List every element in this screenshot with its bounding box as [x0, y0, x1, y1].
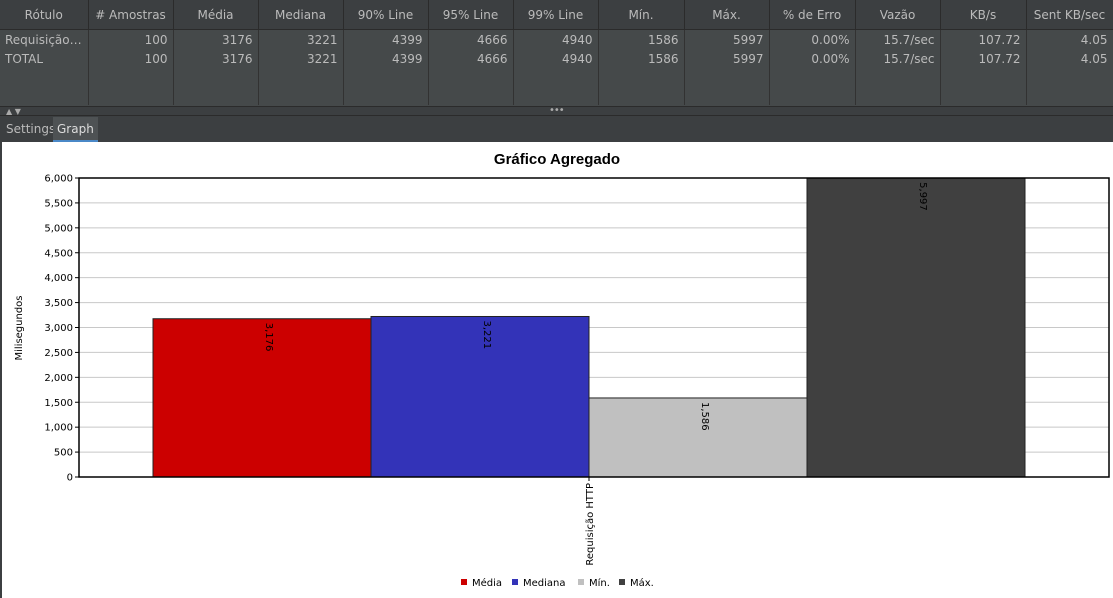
column-header[interactable]: 90% Line: [343, 0, 429, 30]
y-tick-label: 0: [67, 473, 73, 484]
table-cell: 3176: [173, 29, 259, 49]
legend-label: Mín.: [589, 577, 610, 589]
bar-1: [370, 315, 590, 478]
bar-value-label: 3,221: [481, 320, 492, 349]
tab-graph[interactable]: Graph: [53, 117, 98, 142]
table-cell: 0.00%: [769, 49, 856, 68]
empty-row: [0, 68, 1113, 105]
table-cell: 4.05: [1026, 29, 1113, 49]
table-cell: 0.00%: [769, 29, 856, 49]
plot-frame: [78, 177, 1110, 478]
legend-label: Mediana: [523, 578, 566, 589]
table-cell: 1586: [598, 49, 685, 68]
table-cell: 3176: [173, 49, 259, 68]
y-tick-label: 1,000: [44, 423, 73, 434]
empty-cell: [343, 68, 429, 105]
column-header[interactable]: Mín.: [598, 0, 685, 30]
table-cell: 1586: [598, 29, 685, 49]
y-tick-label: 5,500: [44, 198, 73, 209]
table-row[interactable]: Requisição ... 100 3176 3221 4399 4666 4940 158…: [0, 29, 1113, 49]
table-cell: 15.7/sec: [855, 49, 941, 68]
table-cell: 100: [88, 49, 174, 68]
aggregate-graph-panel: Gráfico Agregado Milisegundos 0 500 1,000 1,5…: [2, 142, 1113, 598]
y-tick-label: 3,500: [44, 298, 73, 309]
column-header[interactable]: Rótulo: [0, 0, 89, 30]
empty-cell: [428, 68, 514, 105]
empty-cell: [1026, 68, 1113, 105]
table-cell: 107.72: [940, 49, 1027, 68]
table-cell: 3221: [258, 29, 344, 49]
results-table: Rótulo # Amostras Média Mediana 90% Line 95% …: [0, 0, 1113, 105]
splitter-handle-icon[interactable]: •••: [549, 105, 565, 116]
legend-swatch: [578, 579, 584, 585]
column-header[interactable]: 95% Line: [428, 0, 514, 30]
legend-swatch: [619, 579, 625, 585]
bar-0: [152, 318, 372, 478]
y-tick-label: 500: [54, 448, 73, 459]
legend-swatch: [512, 579, 518, 585]
y-tick-label: 3,000: [44, 323, 73, 334]
tab-settings[interactable]: Settings: [6, 122, 56, 136]
y-tick-label: 5,000: [44, 223, 73, 234]
bar-value-label: 3,176: [263, 323, 274, 352]
empty-cell: [88, 68, 174, 105]
aggregate-chart: Gráfico Agregado Milisegundos 0 500 1,000 1,5…: [14, 151, 1110, 589]
table-cell: 4666: [428, 29, 514, 49]
table-cell: 4399: [343, 49, 429, 68]
y-tick-label: 4,500: [44, 248, 73, 259]
legend-label: Máx.: [630, 577, 654, 589]
column-header[interactable]: % de Erro: [769, 0, 856, 30]
tab-bar: Settings Graph: [0, 117, 1113, 142]
table-cell: 4399: [343, 29, 429, 49]
bar-value-label: 1,586: [699, 402, 710, 431]
table-cell: 4.05: [1026, 49, 1113, 68]
bar-2: [588, 397, 808, 478]
bar-3: [806, 177, 1026, 478]
table-cell: 4940: [513, 49, 599, 68]
column-header[interactable]: KB/s: [940, 0, 1027, 30]
table-header-row: Rótulo # Amostras Média Mediana 90% Line 95% …: [0, 0, 1113, 30]
table-row[interactable]: TOTAL 100 3176 3221 4399 4666 4940 1586 5997 0.00…: [0, 49, 1113, 68]
column-header[interactable]: Mediana: [258, 0, 344, 30]
bar-value-label: 5,997: [917, 182, 928, 211]
legend-label: Média: [472, 577, 502, 589]
column-header[interactable]: Sent KB/sec: [1026, 0, 1113, 30]
table-cell: 3221: [258, 49, 344, 68]
table-cell: 5997: [684, 29, 770, 49]
y-tick-label: 1,500: [44, 398, 73, 409]
table-cell: 100: [88, 29, 174, 49]
column-header[interactable]: Média: [173, 0, 259, 30]
table-cell: Requisição ...: [0, 29, 89, 49]
empty-cell: [684, 68, 770, 105]
y-tick-label: 2,000: [44, 373, 73, 384]
empty-cell: [769, 68, 856, 105]
table-cell: TOTAL: [0, 49, 89, 68]
empty-cell: [855, 68, 941, 105]
empty-cell: [940, 68, 1027, 105]
pane-splitter[interactable]: ▲ ▼ •••: [0, 106, 1113, 116]
empty-cell: [173, 68, 259, 105]
x-category-label: Requisição HTTP: [585, 483, 596, 566]
y-axis-label: Milisegundos: [14, 295, 25, 360]
collapse-arrows-icon[interactable]: ▲ ▼: [6, 107, 21, 116]
table-cell: 5997: [684, 49, 770, 68]
empty-cell: [598, 68, 685, 105]
chart-title: Gráfico Agregado: [494, 151, 620, 168]
column-header[interactable]: 99% Line: [513, 0, 599, 30]
table-cell: 107.72: [940, 29, 1027, 49]
y-tick-label: 2,500: [44, 348, 73, 359]
column-header[interactable]: Máx.: [684, 0, 770, 30]
column-header[interactable]: # Amostras: [88, 0, 174, 30]
y-tick-label: 6,000: [44, 174, 73, 185]
table-cell: 4940: [513, 29, 599, 49]
y-tick-label: 4,000: [44, 273, 73, 284]
legend-swatch: [461, 579, 467, 585]
aggregate-table: Rótulo # Amostras Média Mediana 90% Line 95% …: [0, 0, 1113, 106]
empty-cell: [513, 68, 599, 105]
table-cell: 4666: [428, 49, 514, 68]
empty-cell: [258, 68, 344, 105]
empty-cell: [0, 68, 89, 105]
table-cell: 15.7/sec: [855, 29, 941, 49]
column-header[interactable]: Vazão: [855, 0, 941, 30]
